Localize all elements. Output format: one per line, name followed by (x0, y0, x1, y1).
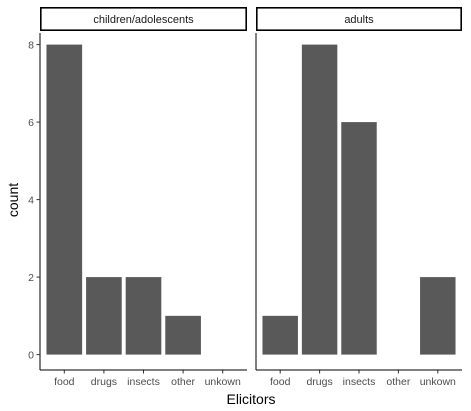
x-tick-label-unkown: unkown (420, 376, 456, 388)
bar-drugs (86, 277, 122, 355)
x-tick-label-insects: insects (343, 376, 376, 388)
facet-strip (39, 7, 247, 31)
y-axis: 0 2 4 6 8 (28, 39, 40, 361)
y-tick-label: 2 (28, 272, 34, 284)
facet-panel-1: children/adolescents food drugs insects othe… (39, 7, 247, 388)
bar-food (262, 315, 298, 355)
bar-unkown (420, 277, 456, 355)
facet-strip (255, 7, 462, 31)
x-tick-label-other: other (171, 376, 195, 388)
facets-layer: children/adolescents food drugs insects othe… (39, 7, 462, 388)
bar-other (165, 315, 201, 355)
facet-strip-label: adults (344, 14, 374, 26)
y-tick-label: 4 (28, 194, 34, 206)
x-tick-label-other: other (386, 376, 410, 388)
x-tick-label-food: food (270, 376, 291, 388)
y-tick-label: 8 (28, 39, 34, 51)
x-tick-label-drugs: drugs (306, 376, 332, 388)
bar-insects (125, 277, 162, 355)
facet-panel-2: adults food drugs insects other unkown (255, 7, 462, 388)
x-tick-label-insects: insects (127, 376, 160, 388)
bar-drugs (301, 44, 338, 355)
bar-food (46, 44, 83, 355)
x-axis-title: Elicitors (226, 391, 275, 407)
bar-insects (341, 122, 377, 355)
x-tick-label-drugs: drugs (91, 376, 117, 388)
facet-strip-label: children/adolescents (93, 14, 194, 26)
y-tick-label: 0 (28, 349, 34, 361)
y-tick-label: 6 (28, 117, 34, 129)
y-axis-title: count (5, 183, 21, 217)
x-tick-label-unkown: unkown (205, 376, 241, 388)
x-tick-label-food: food (54, 376, 75, 388)
